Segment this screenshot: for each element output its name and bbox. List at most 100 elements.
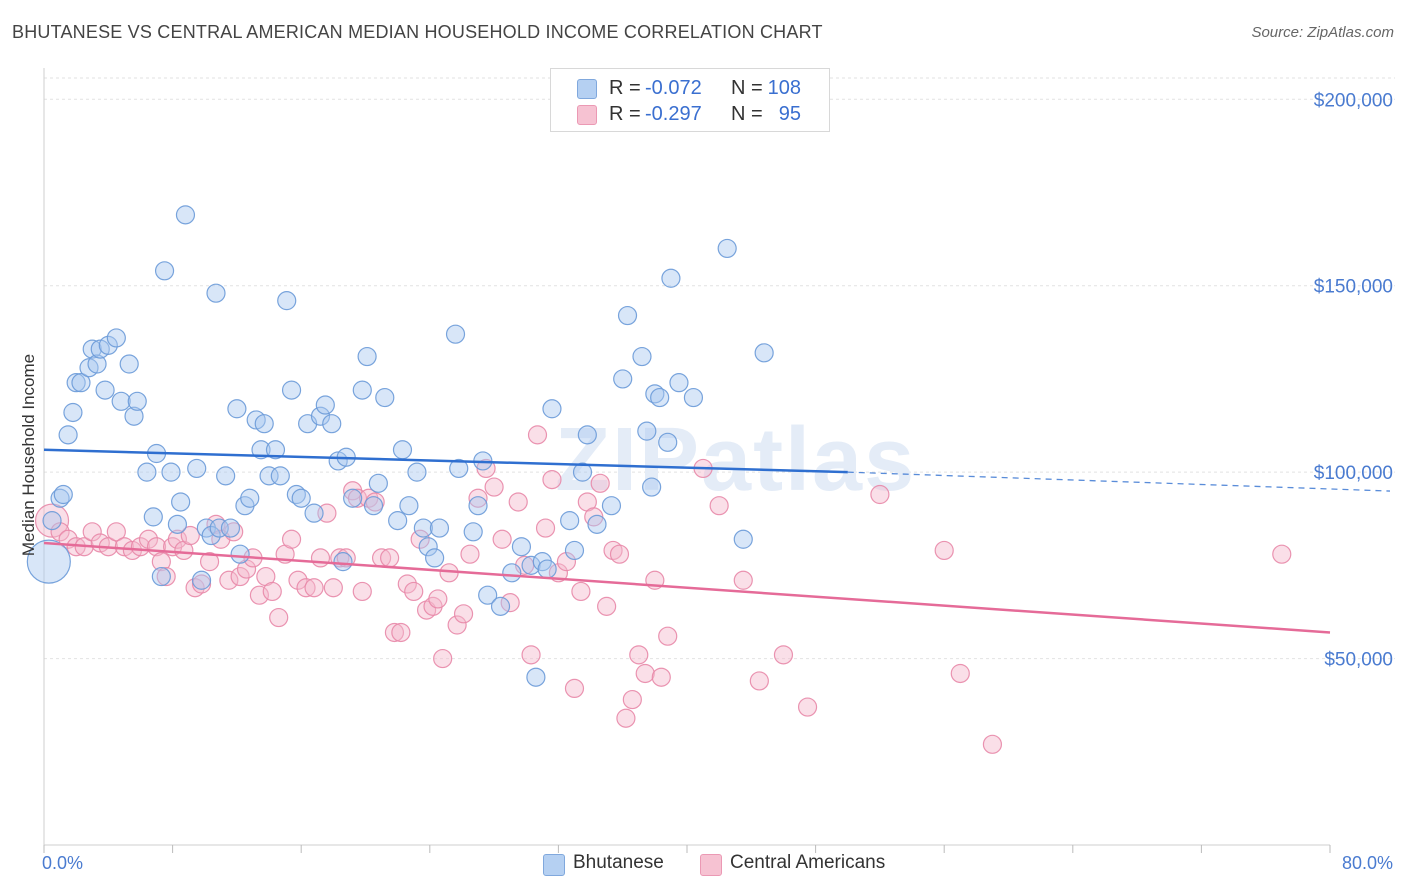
bhutanese-point — [352, 380, 372, 400]
bhutanese-point — [187, 458, 207, 479]
central-americans-point — [206, 514, 226, 534]
bhutanese-point — [572, 462, 593, 482]
central-americans-point — [982, 734, 1003, 754]
bhutanese-point — [658, 432, 678, 452]
bhutanese-point — [407, 462, 427, 482]
bhutanese-point — [357, 346, 377, 367]
central-americans-point — [527, 425, 548, 445]
bhutanese-points — [26, 205, 774, 687]
bhutanese-point — [463, 522, 483, 542]
central-americans-point — [180, 525, 200, 546]
central-americans-point — [556, 552, 577, 572]
central-americans-point — [138, 529, 159, 549]
legend-label: Bhutanese — [573, 852, 664, 873]
central-americans-point — [492, 529, 512, 549]
bhutanese-point — [220, 518, 241, 538]
chart-source: Source: ZipAtlas.com — [1251, 24, 1394, 41]
central-americans-point — [590, 473, 610, 493]
bhutanese-point — [304, 503, 324, 523]
central-americans-point — [336, 548, 356, 568]
axes — [43, 68, 1331, 853]
bhutanese-point — [87, 354, 107, 374]
bhutanese-point — [542, 399, 562, 419]
chart-title: BHUTANESE VS CENTRAL AMERICAN MEDIAN HOU… — [12, 22, 823, 42]
legend-swatch-blue — [543, 854, 565, 876]
legend-swatch-pink — [577, 105, 597, 125]
bhutanese-point — [368, 473, 388, 493]
bhutanese-point — [577, 425, 597, 445]
central-americans-point — [950, 663, 970, 684]
central-americans-point — [433, 648, 453, 669]
central-americans-point — [453, 604, 474, 624]
bhutanese-point — [445, 324, 466, 344]
bhutanese-point — [661, 268, 681, 288]
bhutanese-point — [171, 492, 191, 512]
n-label: N = — [731, 77, 763, 99]
bhutanese-point — [511, 537, 532, 557]
trend-lines — [43, 448, 1391, 634]
bhutanese-point — [564, 540, 585, 561]
bhutanese-trend-line — [43, 448, 848, 474]
bhutanese-point — [216, 466, 236, 486]
central-americans-point — [622, 689, 642, 710]
bhutanese-point — [227, 399, 247, 419]
bhutanese-point — [206, 283, 226, 303]
central-americans-point — [597, 596, 617, 616]
bhutanese-point — [642, 477, 662, 497]
bhutanese-point — [399, 496, 419, 516]
central-americans-point — [151, 552, 171, 572]
bhutanese-point — [95, 380, 115, 400]
bhutanese-point — [754, 343, 774, 363]
bhutanese-point — [63, 402, 83, 423]
bhutanese-point — [167, 514, 188, 534]
bhutanese-point — [251, 440, 271, 460]
bhutanese-point — [265, 440, 286, 460]
bhutanese-point — [66, 373, 86, 393]
x-tick-label: 80.0% — [1342, 853, 1393, 873]
bhutanese-point — [240, 488, 260, 508]
central-americans-point — [106, 522, 126, 542]
bhutanese-point — [683, 387, 704, 408]
central-americans-point — [658, 626, 678, 646]
bhutanese-point — [418, 537, 438, 557]
central-americans-point — [635, 663, 655, 684]
bhutanese-point — [617, 305, 638, 326]
central-americans-point — [230, 566, 250, 587]
bhutanese-point — [425, 548, 445, 568]
central-americans-point — [571, 581, 591, 602]
bhutanese-point — [537, 559, 557, 579]
central-americans-point — [404, 581, 424, 602]
central-americans-point — [535, 518, 556, 538]
watermark: ZIPatlas — [555, 410, 916, 510]
bhutanese-point — [106, 328, 126, 348]
central-americans-point — [199, 552, 220, 572]
bhutanese-point — [322, 414, 342, 434]
bhutanese-point — [119, 354, 139, 374]
bhutanese-point — [315, 395, 335, 415]
central-americans-point — [310, 548, 331, 568]
bhutanese-point — [111, 391, 131, 411]
bhutanese-point — [526, 667, 546, 687]
y-tick-label: $150,000 — [1314, 277, 1393, 298]
bhutanese-point — [632, 346, 652, 367]
bhutanese-trend-extension — [847, 471, 1391, 492]
central-americans-point — [323, 578, 343, 598]
central-americans-point — [410, 529, 430, 549]
bhutanese-point — [343, 488, 363, 508]
central-americans-point — [447, 615, 467, 635]
bhutanese-point — [333, 552, 353, 572]
bhutanese-point — [449, 458, 469, 479]
y-axis-label: Median Household Income — [19, 354, 38, 556]
central-americans-point — [629, 645, 649, 665]
central-americans-point — [167, 529, 188, 549]
central-americans-point — [749, 671, 769, 691]
central-americans-point — [651, 667, 671, 687]
bhutanese-point — [82, 339, 102, 359]
central-americans-point — [296, 578, 316, 598]
bhutanese-point — [478, 585, 498, 605]
central-americans-point — [733, 570, 753, 590]
central-americans-point — [391, 622, 411, 643]
legend-label: Central Americans — [730, 852, 886, 873]
legend-swatch-blue — [577, 79, 597, 99]
central-americans-points — [34, 425, 1292, 754]
